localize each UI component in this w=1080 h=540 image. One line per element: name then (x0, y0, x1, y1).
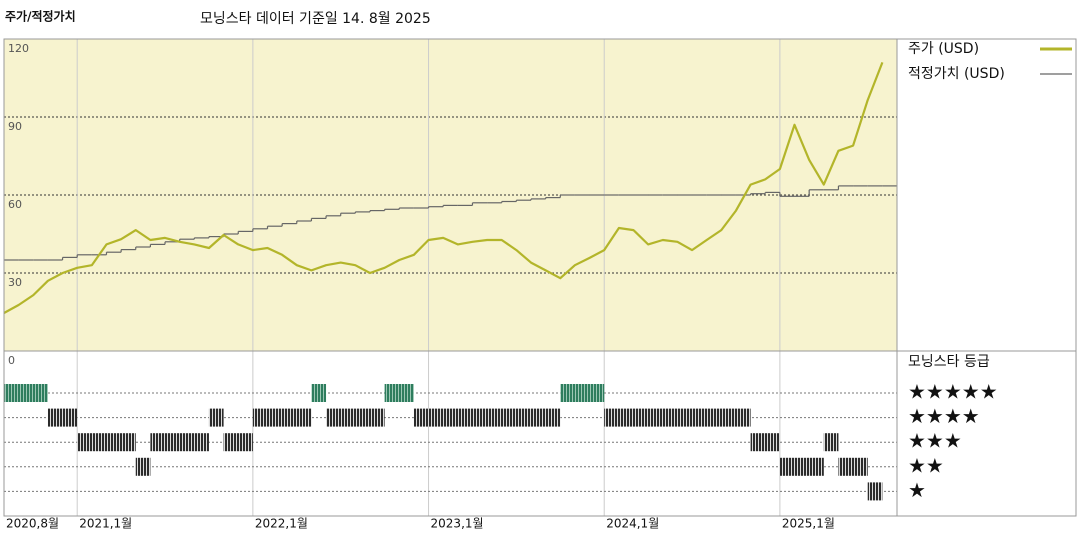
rating-bar (867, 482, 883, 501)
chart-title: 주가/적정가치 (5, 9, 76, 24)
chart-subtitle: 모닝스타 데이터 기준일 14. 8월 2025 (200, 11, 431, 27)
rating-bar (223, 433, 253, 452)
legend-label: 적정가치 (USD) (908, 66, 1005, 82)
x-tick-label: 2025,1월 (782, 517, 835, 531)
rating-bar (47, 408, 78, 427)
rating-bar (4, 384, 48, 402)
rating-label: ★★★★ (908, 404, 980, 428)
rating-bar (252, 408, 312, 427)
rating-bar (560, 384, 605, 402)
price-line (3, 62, 884, 314)
frame (3, 38, 1077, 517)
y-tick-label: 0 (8, 354, 15, 367)
x-tick-label: 2020,8월 (6, 517, 59, 531)
rating-bar (208, 408, 224, 427)
y-tick-label: 60 (8, 198, 22, 211)
y-tick-label: 30 (8, 276, 22, 289)
legend-label: 주가 (USD) (908, 41, 979, 57)
rating-label: ★★★ (908, 429, 962, 453)
x-tick-label: 2023,1월 (431, 517, 484, 531)
rating-bar (838, 457, 868, 476)
y-tick-label: 90 (8, 120, 22, 133)
y-tick-label: 120 (8, 42, 29, 55)
rating-bar (77, 433, 136, 452)
x-tick-label: 2021,1월 (79, 517, 132, 531)
rating-title: 모닝스타 등급 (908, 354, 990, 370)
rating-bar (750, 433, 780, 452)
rating-bar (326, 408, 385, 427)
x-tick-label: 2022,1월 (255, 517, 308, 531)
rating-bar (779, 457, 824, 476)
rating-bar (823, 433, 839, 452)
rating-bar (384, 384, 414, 402)
rating-label: ★★ (908, 453, 944, 477)
x-tick-label: 2024,1월 (606, 517, 659, 531)
rating-bar (135, 457, 151, 476)
rating-bar (311, 384, 327, 402)
rating-label: ★ (908, 478, 926, 502)
rating-label: ★★★★★ (908, 380, 998, 404)
rating-bar (150, 433, 209, 452)
rating-bar (604, 408, 751, 427)
rating-bar (413, 408, 561, 427)
